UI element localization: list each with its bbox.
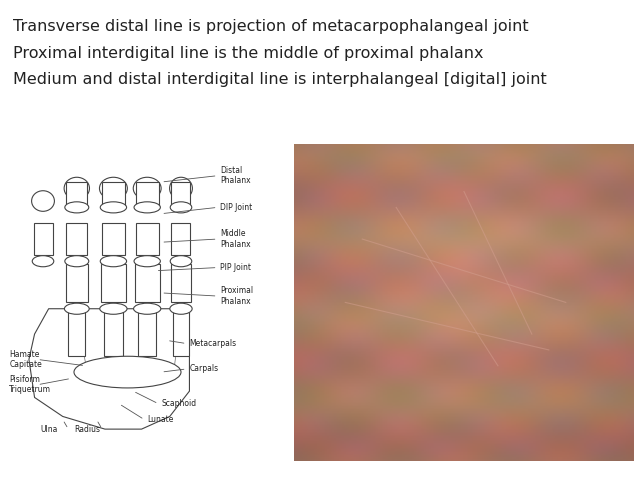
Bar [173, 312, 189, 356]
Polygon shape [29, 309, 189, 429]
Text: Carpals: Carpals [189, 364, 219, 373]
Ellipse shape [64, 177, 90, 200]
Bar [135, 264, 159, 302]
Text: Ulna: Ulna [40, 425, 58, 433]
Ellipse shape [99, 177, 127, 200]
Ellipse shape [134, 256, 161, 267]
Text: PIP Joint: PIP Joint [220, 263, 252, 272]
Text: Hamate
Capitate: Hamate Capitate [9, 350, 42, 369]
Bar [172, 182, 191, 207]
Ellipse shape [31, 191, 54, 211]
Ellipse shape [100, 256, 127, 267]
Text: DIP Joint: DIP Joint [220, 203, 253, 212]
Ellipse shape [133, 177, 161, 200]
Bar [102, 182, 125, 207]
Text: Proximal
Phalanx: Proximal Phalanx [220, 287, 253, 306]
Bar [136, 182, 159, 207]
Ellipse shape [100, 303, 127, 314]
Bar [65, 264, 88, 302]
Text: Radius: Radius [74, 425, 100, 433]
Bar [172, 223, 191, 255]
Ellipse shape [32, 256, 54, 267]
Ellipse shape [170, 177, 193, 200]
Text: Transverse distal line is projection of metacarpophalangeal joint: Transverse distal line is projection of … [13, 19, 529, 34]
Text: Scaphoid: Scaphoid [161, 399, 196, 408]
Ellipse shape [65, 256, 89, 267]
Ellipse shape [170, 256, 192, 267]
Bar [136, 223, 159, 255]
Bar [33, 223, 52, 255]
Ellipse shape [170, 303, 192, 314]
Ellipse shape [134, 303, 161, 314]
Ellipse shape [134, 202, 161, 213]
Bar [102, 223, 125, 255]
Bar [138, 312, 157, 356]
Text: Distal
Phalanx: Distal Phalanx [220, 166, 251, 185]
Bar [68, 312, 85, 356]
Bar [101, 264, 126, 302]
Text: Proximal interdigital line is the middle of proximal phalanx: Proximal interdigital line is the middle… [13, 46, 483, 60]
Ellipse shape [170, 202, 192, 213]
Text: Pisiform
Triquetrum: Pisiform Triquetrum [9, 375, 51, 395]
Text: Metacarpals: Metacarpals [189, 339, 237, 348]
Bar [67, 182, 88, 207]
Ellipse shape [100, 202, 127, 213]
Text: Lunate: Lunate [147, 415, 173, 424]
Bar [67, 223, 88, 255]
Ellipse shape [65, 303, 89, 314]
Text: Middle
Phalanx: Middle Phalanx [220, 229, 251, 249]
Ellipse shape [74, 356, 181, 388]
Bar [104, 312, 123, 356]
Bar [171, 264, 191, 302]
Text: Medium and distal interdigital line is interphalangeal [digital] joint: Medium and distal interdigital line is i… [13, 72, 547, 87]
Ellipse shape [65, 202, 89, 213]
